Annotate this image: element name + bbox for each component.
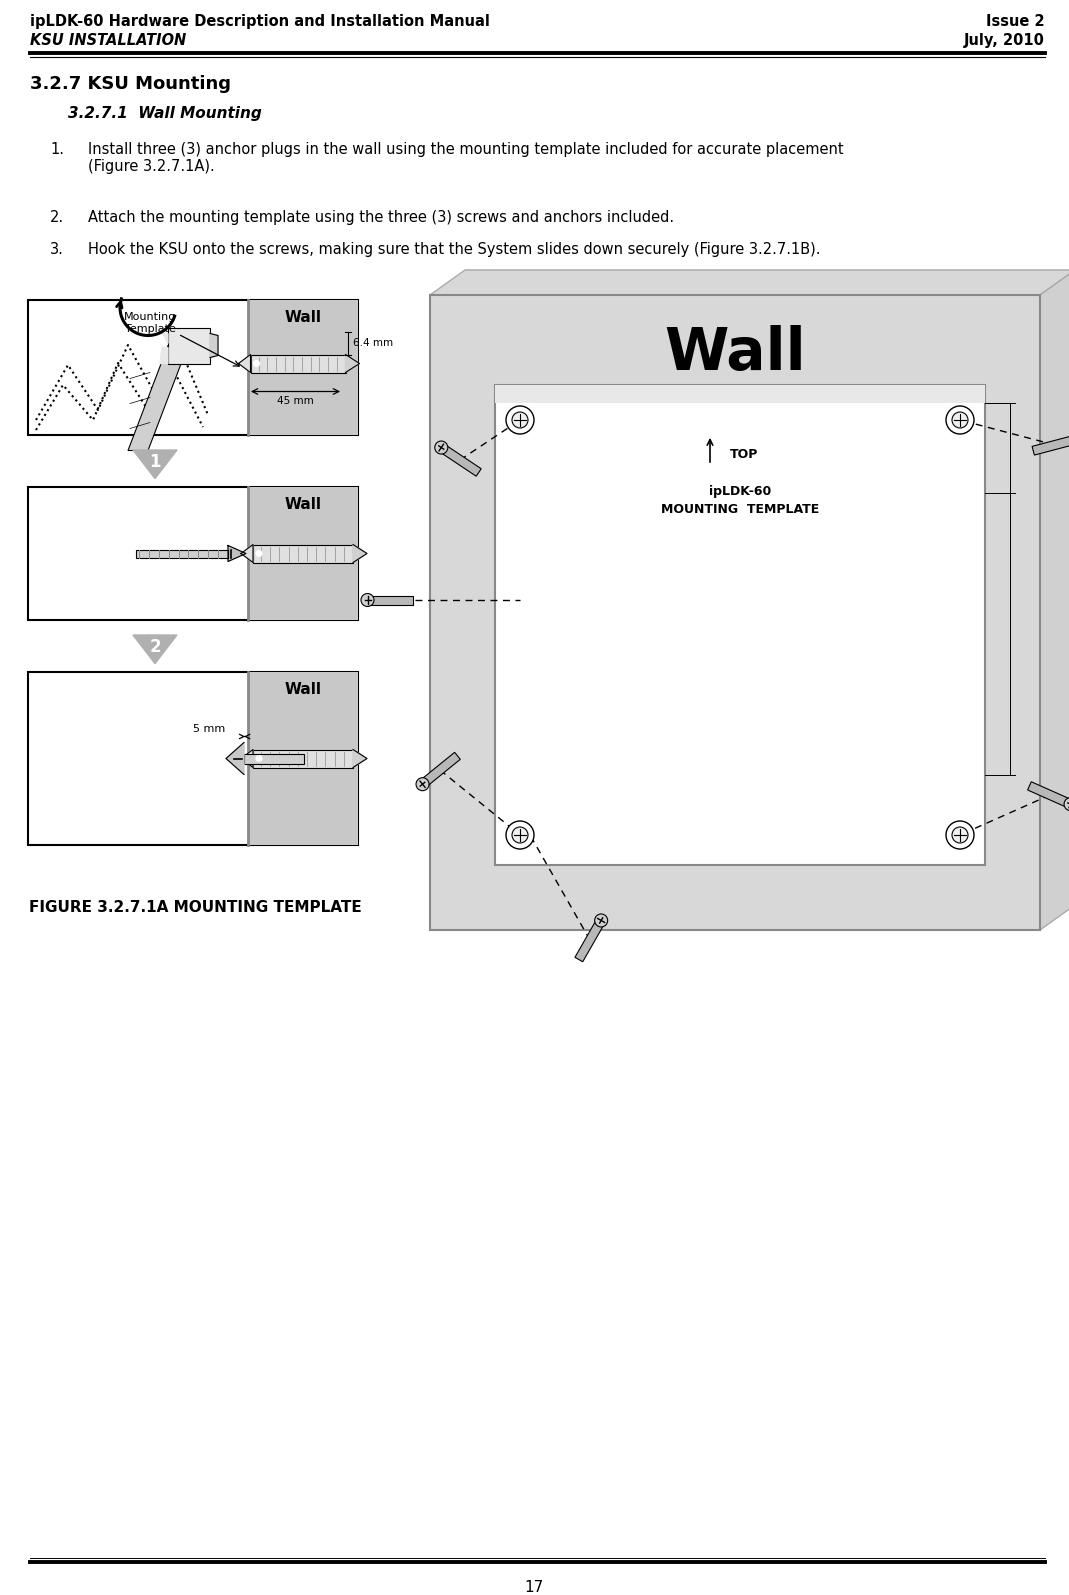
Text: TOP: TOP [730,448,758,461]
Text: Issue 2: Issue 2 [987,14,1045,29]
Polygon shape [241,750,253,767]
Bar [495,384,985,864]
Text: Wall: Wall [284,498,322,512]
Circle shape [512,412,528,427]
Polygon shape [133,635,177,664]
Text: 45 mm: 45 mm [277,397,314,407]
Polygon shape [160,348,168,364]
Polygon shape [575,919,605,962]
Text: ipLDK-60: ipLDK-60 [709,485,771,498]
Bar [28,671,358,845]
Text: 3.: 3. [50,242,64,257]
Text: 2.: 2. [50,211,64,225]
Circle shape [946,821,974,849]
Polygon shape [241,544,253,563]
Text: Template: Template [125,324,175,333]
Polygon shape [226,743,244,775]
Text: 5 mm: 5 mm [193,724,226,734]
Polygon shape [430,270,1069,295]
Polygon shape [128,346,188,450]
Text: 1: 1 [150,453,160,471]
Bar [136,550,228,558]
Circle shape [255,550,262,557]
Bar [248,300,358,435]
Polygon shape [160,327,168,343]
Text: 2: 2 [150,638,160,656]
Text: Hook the KSU onto the screws, making sure that the System slides down securely (: Hook the KSU onto the screws, making sur… [88,242,821,257]
Polygon shape [133,450,177,478]
Circle shape [416,778,429,791]
Bar [244,753,304,764]
Circle shape [435,442,448,455]
Bar [253,544,353,563]
Text: ipLDK-60 Hardware Description and Installation Manual: ipLDK-60 Hardware Description and Instal… [30,14,490,29]
Text: Wall: Wall [284,309,322,325]
Circle shape [361,593,374,606]
Text: MOUNTING  TEMPLATE: MOUNTING TEMPLATE [661,502,819,517]
Text: July, 2010: July, 2010 [964,33,1045,48]
Polygon shape [210,333,218,357]
Text: Install three (3) anchor plugs in the wall using the mounting template included : Install three (3) anchor plugs in the wa… [88,142,843,174]
Polygon shape [228,545,246,561]
Bar [495,384,985,404]
Bar [28,486,358,620]
Text: KSU INSTALLATION: KSU INSTALLATION [30,33,186,48]
Text: 17: 17 [525,1581,544,1595]
Circle shape [952,826,969,844]
Text: Attach the mounting template using the three (3) screws and anchors included.: Attach the mounting template using the t… [88,211,675,225]
Text: Wall: Wall [284,683,322,697]
Polygon shape [353,750,367,767]
Bar [248,486,358,620]
Text: Mounting: Mounting [124,313,176,322]
Bar [248,671,358,845]
Circle shape [946,407,974,434]
Polygon shape [430,295,1040,930]
Polygon shape [438,443,481,477]
Text: 3.2.7 KSU Mounting: 3.2.7 KSU Mounting [30,75,231,93]
Circle shape [506,821,534,849]
Circle shape [255,756,262,761]
Text: 6.4 mm: 6.4 mm [353,338,393,348]
Circle shape [594,914,607,927]
Text: FIGURE 3.2.7.1A MOUNTING TEMPLATE: FIGURE 3.2.7.1A MOUNTING TEMPLATE [29,900,361,916]
Polygon shape [1027,782,1069,809]
Polygon shape [238,354,250,373]
Bar [253,750,353,767]
Circle shape [1064,798,1069,810]
Circle shape [506,407,534,434]
Polygon shape [1040,270,1069,930]
Text: 1.: 1. [50,142,64,156]
Bar [168,327,210,364]
Text: Wall: Wall [664,325,806,381]
Polygon shape [368,595,413,605]
Polygon shape [345,354,359,373]
Bar [28,300,358,435]
Polygon shape [465,270,1069,904]
Circle shape [253,360,260,367]
Bar [250,354,345,373]
Polygon shape [353,544,367,563]
Text: 3.2.7.1  Wall Mounting: 3.2.7.1 Wall Mounting [68,105,262,121]
Circle shape [952,412,969,427]
Polygon shape [420,753,461,788]
Polygon shape [1032,435,1069,455]
Circle shape [512,826,528,844]
